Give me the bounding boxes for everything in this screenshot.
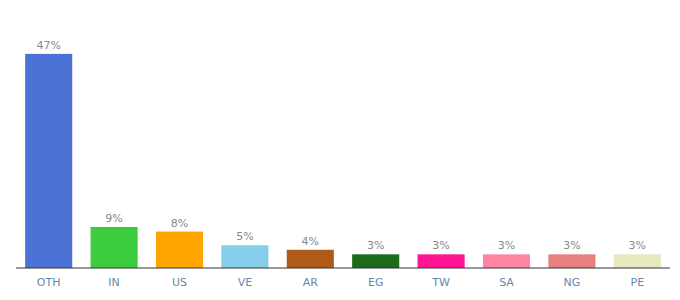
data-label: 47% [36, 39, 60, 52]
bar [221, 245, 268, 268]
bar [483, 254, 530, 268]
bar [25, 54, 72, 268]
bars [25, 54, 661, 268]
data-label: 3% [498, 239, 515, 252]
data-label: 3% [432, 239, 449, 252]
x-axis-line [16, 268, 670, 269]
x-tick-label: OTH [37, 276, 61, 289]
x-tick-label: US [172, 276, 187, 289]
bar [156, 232, 203, 268]
x-tick-label: NG [564, 276, 581, 289]
x-tick-label: SA [499, 276, 514, 289]
chart-container: 47% 9% 8% 5% 4% 3% 3% 3% 3% 3% OTH IN US VE AR EG TW SA NG… [0, 0, 680, 300]
bar [91, 227, 138, 268]
x-tick-label: IN [108, 276, 119, 289]
x-tick-label: EG [368, 276, 383, 289]
data-label: 3% [629, 239, 646, 252]
chart: 47% 9% 8% 5% 4% 3% 3% 3% 3% 3% OTH IN US VE AR EG TW SA NG… [0, 0, 680, 300]
data-label: 5% [236, 230, 253, 243]
x-tick-label: PE [631, 276, 645, 289]
bar [614, 254, 661, 268]
bar [548, 254, 595, 268]
bar [287, 250, 334, 268]
data-label: 8% [171, 217, 188, 230]
x-tick-label: VE [238, 276, 253, 289]
x-tick-label: TW [431, 276, 450, 289]
data-label: 3% [563, 239, 580, 252]
data-label: 4% [302, 235, 319, 248]
data-label: 3% [367, 239, 384, 252]
data-label: 9% [105, 212, 122, 225]
bar [418, 254, 465, 268]
x-tick-label: AR [303, 276, 319, 289]
bar [352, 254, 399, 268]
